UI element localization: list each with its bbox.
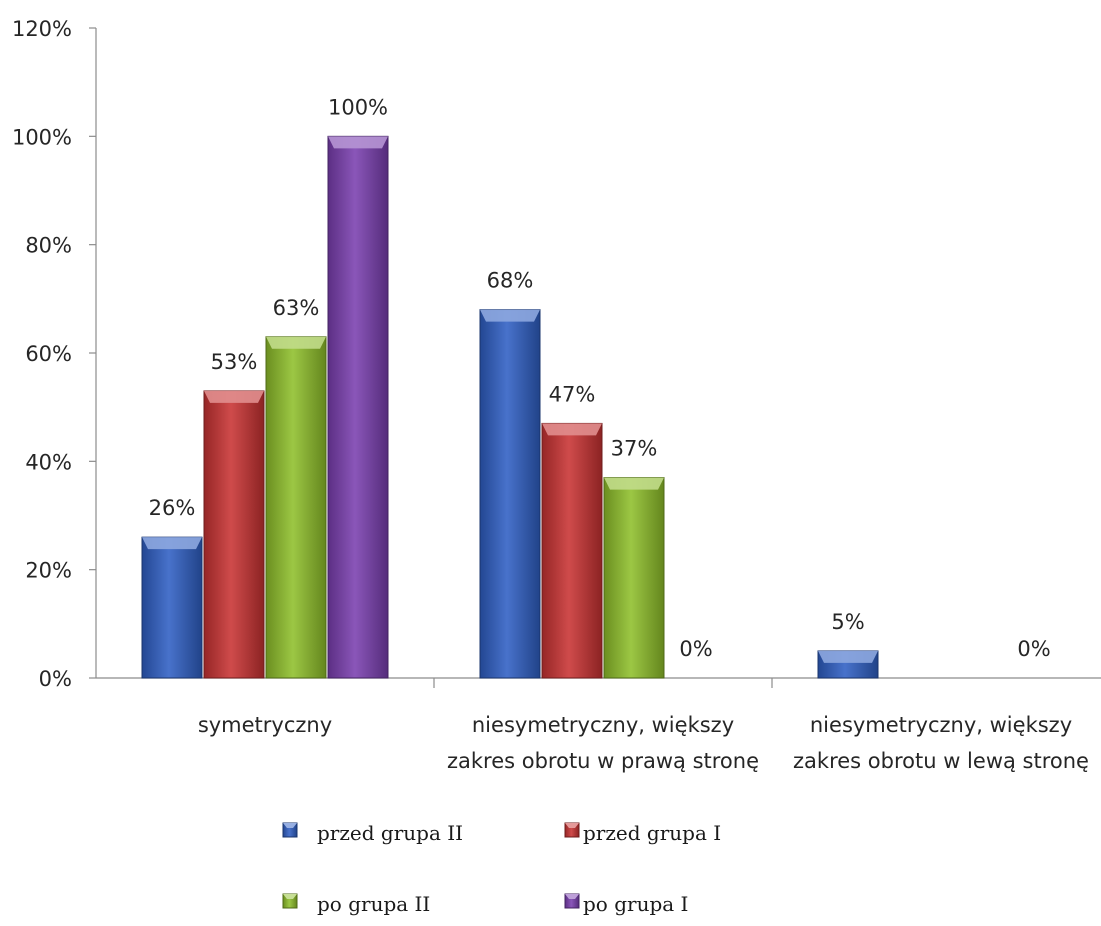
y-tick-label: 20% <box>25 559 72 583</box>
legend-swatch-bevel <box>283 894 297 899</box>
category-label: zakres obrotu w lewą stronę <box>793 749 1089 773</box>
bar-bevel <box>818 650 878 663</box>
data-label: 68% <box>487 269 534 293</box>
legend-item: przed grupa I <box>564 821 721 845</box>
legend-item: po grupa II <box>282 892 430 916</box>
chart-bars <box>141 135 879 679</box>
bar-bevel <box>328 136 388 149</box>
data-label: 100% <box>328 95 388 119</box>
bar <box>479 309 541 679</box>
bar <box>541 422 603 679</box>
y-tick-label: 80% <box>25 234 72 258</box>
bar-bevel <box>266 336 326 349</box>
chart-data-labels: 26% 68% 5% 53% 47% 63% 37% 100% 0% 0% <box>149 95 1051 661</box>
chart-legend: przed grupa II przed grupa I po grupa II po… <box>282 821 721 916</box>
bar-bevel <box>604 477 664 490</box>
data-label: 53% <box>211 350 258 374</box>
bar-bevel <box>204 390 264 403</box>
legend-label: przed grupa I <box>583 821 721 845</box>
legend-swatch-bevel <box>565 823 579 828</box>
bar <box>265 336 327 679</box>
legend-label: po grupa II <box>317 892 430 916</box>
data-label: 0% <box>679 637 712 661</box>
bar-bevel <box>542 423 602 436</box>
bar <box>203 390 265 679</box>
data-label: 5% <box>831 610 864 634</box>
legend-swatch-bevel <box>565 894 579 899</box>
legend-item: przed grupa II <box>282 821 463 845</box>
chart-axes: 0% 20% 40% 60% 80% 100% 120% symetryczny niesyme… <box>12 17 1101 773</box>
legend-item: po grupa I <box>564 892 688 916</box>
bar <box>327 135 389 679</box>
category-label: zakres obrotu w prawą stronę <box>447 749 759 773</box>
bar-bevel <box>480 309 540 322</box>
bar-bevel <box>142 537 202 550</box>
y-tick-label: 60% <box>25 342 72 366</box>
data-label: 47% <box>549 382 596 406</box>
data-label: 0% <box>1017 637 1050 661</box>
y-tick-label: 40% <box>25 450 72 474</box>
legend-label: po grupa I <box>583 892 688 916</box>
bar <box>141 536 203 679</box>
category-label: symetryczny <box>198 713 332 737</box>
category-label: niesymetryczny, większy <box>472 713 734 737</box>
category-label: niesymetryczny, większy <box>810 713 1072 737</box>
bar <box>603 477 665 679</box>
legend-swatch-bevel <box>283 823 297 828</box>
y-tick-label: 100% <box>12 125 72 149</box>
legend-label: przed grupa II <box>317 821 463 845</box>
data-label: 26% <box>149 496 196 520</box>
y-tick-label: 120% <box>12 17 72 41</box>
data-label: 37% <box>611 437 658 461</box>
y-tick-label: 0% <box>39 667 72 691</box>
data-label: 63% <box>273 296 320 320</box>
